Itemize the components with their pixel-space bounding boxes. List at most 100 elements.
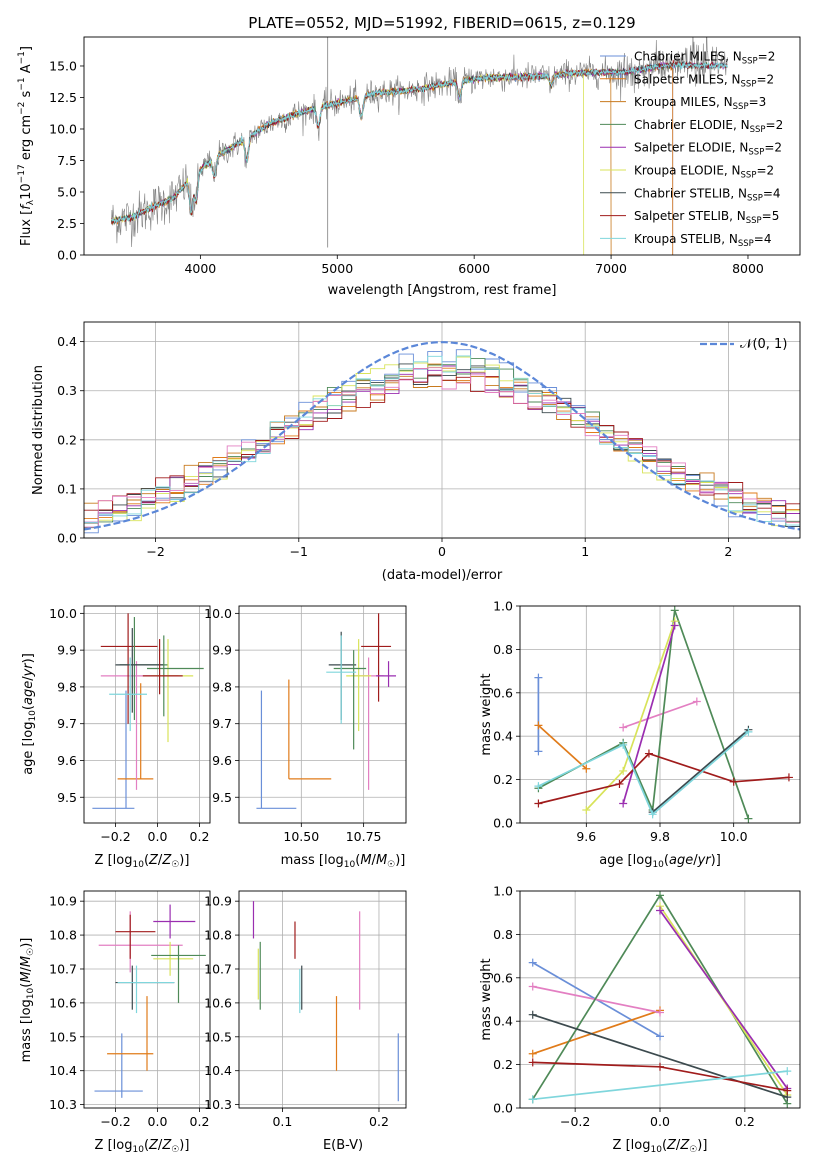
- axes-frame: [83, 890, 211, 1109]
- x-tick-label: 0.0: [650, 1114, 670, 1129]
- weight-line: [532, 1070, 788, 1101]
- y-tick-label: 10.9: [49, 894, 77, 909]
- axes-frame: [519, 890, 801, 1109]
- y-tick-label: 9.8: [57, 679, 77, 694]
- axes-frame: [83, 605, 211, 824]
- axes-frame: [238, 890, 407, 1109]
- y-axis-label: mass [log10(M/M☉)]: [19, 938, 36, 1063]
- x-tick-label: 10.75: [346, 829, 382, 844]
- weight-vs-Z-panel: −0.2 0.0 0.2 0.0 0.2 0.4 0.6 0.8 1.0: [493, 884, 801, 1129]
- x-axis-label: (data-model)/error: [382, 568, 503, 583]
- weight-line: [622, 700, 698, 729]
- x-tick-label: 4000: [184, 261, 216, 276]
- chart-title: PLATE=0552, MJD=51992, FIBERID=0615, z=0…: [248, 14, 635, 32]
- y-tick-label: 1.0: [493, 599, 513, 614]
- weight-marker: [648, 810, 657, 819]
- x-tick-label: 0: [438, 544, 446, 559]
- model-spectrum-line: [111, 61, 728, 224]
- y-tick-label: 2.5: [57, 216, 77, 231]
- weight-marker: [783, 1086, 792, 1095]
- weight-vs-age-panel: 9.6 9.8 10.0 0.0 0.2 0.4 0.6 0.8 1.0: [493, 599, 801, 844]
- y-tick-label: 10.7: [204, 961, 232, 976]
- y-tick-label: 0.2: [493, 772, 513, 787]
- x-tick-label: 10.50: [283, 829, 319, 844]
- legend-label: Salpeter ELODIE, NSSP=2: [634, 141, 782, 158]
- y-tick-label: 0.4: [493, 729, 513, 744]
- y-tick-label: 9.6: [57, 753, 77, 768]
- y-tick-label: 7.5: [57, 153, 77, 168]
- weight-marker: [534, 747, 543, 756]
- x-tick-label: 0.2: [735, 1114, 755, 1129]
- axes-frame: [519, 605, 801, 824]
- weight-marker: [619, 766, 628, 775]
- axes-frame: [83, 36, 801, 256]
- y-tick-label: 10.5: [204, 1029, 232, 1044]
- y-tick-label: 12.5: [49, 90, 77, 105]
- weight-marker: [528, 958, 537, 967]
- weight-line: [532, 1009, 661, 1055]
- weight-marker: [692, 697, 701, 706]
- y-axis-label: Flux [fλ10−17 erg cm−2 s−1 A−1]: [17, 46, 36, 246]
- weight-marker: [729, 777, 738, 786]
- weight-marker: [528, 982, 537, 991]
- y-tick-label: 9.9: [212, 643, 232, 658]
- legend-label: Chabrier ELODIE, NSSP=2: [634, 118, 783, 135]
- weight-marker: [670, 621, 679, 630]
- y-tick-label: 0.2: [493, 1057, 513, 1072]
- y-tick-label: 5.0: [57, 184, 77, 199]
- y-tick-label: 9.5: [57, 790, 77, 805]
- x-tick-label: 5000: [321, 261, 353, 276]
- weight-marker: [656, 906, 664, 915]
- y-tick-label: 10.5: [49, 1029, 77, 1044]
- weight-marker: [656, 1062, 664, 1071]
- y-tick-label: 15.0: [49, 58, 77, 73]
- y-tick-label: 0.8: [493, 642, 513, 657]
- x-axis-label: Z [log10(Z/Z☉)]: [95, 1138, 190, 1155]
- x-tick-label: −2: [146, 544, 164, 559]
- y-axis-label: mass weight: [479, 958, 494, 1040]
- x-tick-label: 1: [581, 544, 589, 559]
- mass-vs-ebv-panel: 0.1 0.2 10.3 10.4 10.5 10.6 10.7 10.8 10.9: [204, 890, 407, 1129]
- y-tick-label: 10.8: [49, 928, 77, 943]
- y-tick-label: 10.3: [204, 1097, 232, 1112]
- y-tick-label: 9.6: [212, 753, 232, 768]
- weight-marker: [744, 727, 753, 736]
- y-tick-label: 10.0: [49, 121, 77, 136]
- y-tick-label: 9.7: [57, 716, 77, 731]
- weight-marker: [670, 606, 679, 615]
- y-tick-label: 10.6: [204, 995, 232, 1010]
- x-axis-label: wavelength [Angstrom, rest frame]: [328, 283, 557, 298]
- x-tick-label: 8000: [732, 261, 764, 276]
- weight-marker: [528, 1010, 537, 1019]
- weight-marker: [784, 773, 793, 782]
- weight-marker: [656, 891, 664, 900]
- axes-frame: [83, 321, 801, 539]
- y-tick-label: 10.9: [204, 894, 232, 909]
- y-tick-label: 10.4: [204, 1063, 232, 1078]
- y-tick-label: 10.8: [204, 928, 232, 943]
- x-tick-label: −0.2: [100, 1114, 130, 1129]
- y-tick-label: 0.3: [57, 383, 77, 398]
- weight-marker: [528, 1095, 537, 1104]
- weight-marker: [534, 721, 543, 730]
- x-tick-label: 0.0: [148, 829, 168, 844]
- y-tick-label: 0.0: [57, 248, 77, 263]
- x-axis-label: E(B-V): [323, 1138, 363, 1153]
- y-tick-label: 1.0: [493, 884, 513, 899]
- x-tick-label: 0.1: [272, 1114, 292, 1129]
- weight-line: [532, 985, 661, 1014]
- weight-marker: [656, 1032, 664, 1041]
- weight-marker: [615, 779, 624, 788]
- age-vs-Z-panel: −0.2 0.0 0.2 9.5 9.6 9.7 9.8 9.9 10.0: [49, 605, 211, 844]
- y-tick-label: 0.8: [493, 927, 513, 942]
- x-tick-label: 0.2: [369, 1114, 389, 1129]
- weight-marker: [534, 782, 543, 791]
- weight-marker: [534, 799, 543, 808]
- x-tick-label: 2: [724, 544, 732, 559]
- weight-marker: [528, 1058, 537, 1067]
- x-axis-label: Z [log10(Z/Z☉)]: [613, 1138, 708, 1155]
- y-tick-label: 10.0: [204, 606, 232, 621]
- y-tick-label: 10.3: [49, 1097, 77, 1112]
- x-tick-label: 0.2: [190, 1114, 210, 1129]
